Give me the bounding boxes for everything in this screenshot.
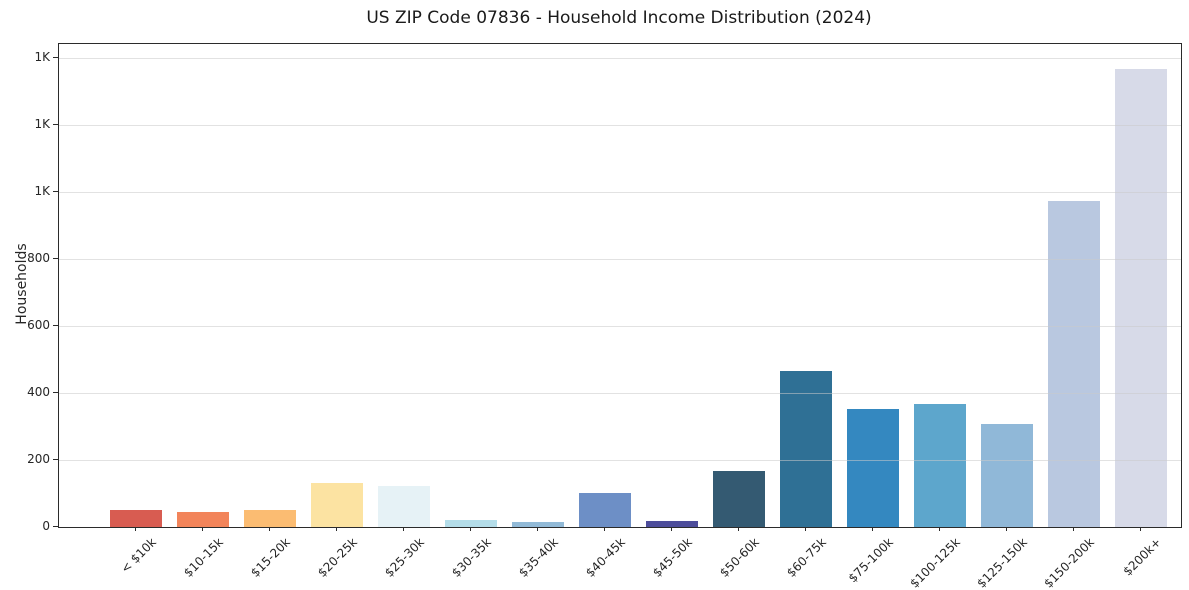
x-tick-mark [938,527,940,531]
x-tick-mark [1139,527,1141,531]
y-tick-mark [53,191,58,193]
bar [779,370,832,527]
y-tick-mark [53,459,58,460]
y-tick-label: 1K [34,50,50,65]
x-tick-mark [603,527,605,531]
y-tick-mark [53,325,58,327]
bar [645,520,698,527]
bar [980,423,1033,527]
x-tick-label: < $10k [117,535,159,576]
gridline [59,259,1181,261]
gridline [59,125,1181,127]
bar [109,510,162,527]
bar [1114,69,1167,527]
x-tick-mark [536,527,538,531]
x-tick-mark [1072,527,1074,531]
y-tick-label: 1K [34,184,50,199]
y-tick-mark [53,526,58,527]
x-tick-mark [201,527,203,531]
x-tick-mark [871,527,873,531]
bar [578,493,631,527]
bar [846,409,899,527]
y-tick-mark [53,124,58,126]
y-tick-label: 600 [27,318,50,333]
chart-title: US ZIP Code 07836 - Household Income Dis… [366,8,872,28]
x-tick-mark [134,527,136,531]
y-tick-mark [53,392,58,394]
y-tick-label: 400 [27,385,50,400]
y-tick-mark [53,57,58,59]
x-tick-mark [670,527,672,531]
bar [310,483,363,527]
bar [243,509,296,527]
bar [1047,201,1100,527]
y-tick-label: 200 [27,452,50,466]
y-tick-label: 800 [27,251,50,266]
gridline [59,460,1181,461]
x-tick-mark [804,527,806,531]
x-tick-mark [469,527,471,531]
bar [444,519,497,527]
plot-area [58,43,1182,528]
x-tick-mark [1005,527,1007,531]
bar [712,470,765,527]
x-tick-mark [402,527,404,531]
y-tick-label: 1K [34,117,50,132]
gridline [59,326,1181,328]
bar [176,511,229,527]
gridline [59,58,1181,60]
bar [511,522,564,527]
bar [377,485,430,527]
y-tick-label: 0 [42,519,50,533]
x-tick-mark [737,527,739,531]
y-tick-mark [53,258,58,260]
gridline [59,393,1181,395]
x-tick-mark [268,527,270,531]
gridline [59,192,1181,194]
x-tick-mark [335,527,337,531]
bar [913,403,966,527]
